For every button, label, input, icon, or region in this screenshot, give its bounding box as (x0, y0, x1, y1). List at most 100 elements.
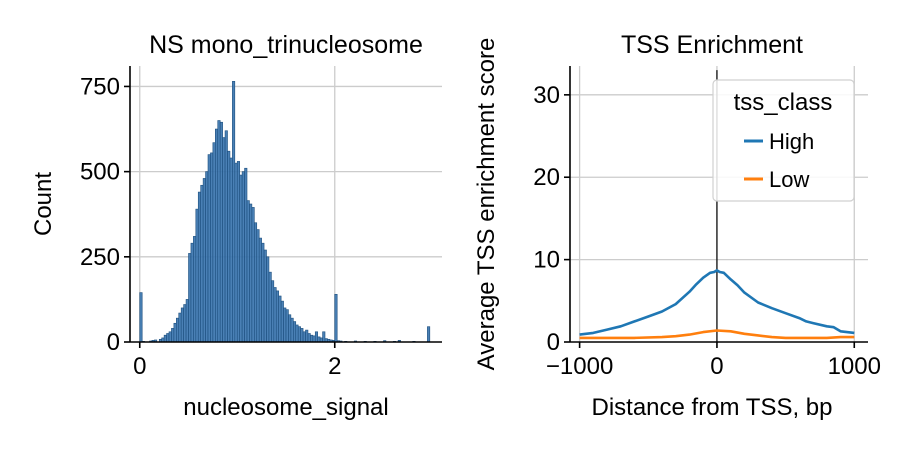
histogram-bar-41 (246, 200, 250, 343)
histogram-bar-17 (188, 253, 192, 343)
histogram-bar-24 (205, 171, 209, 343)
histogram-bar-65 (305, 329, 309, 343)
histogram-bar-19 (193, 236, 197, 343)
histogram-bar-69 (314, 331, 318, 343)
histogram-bar-35 (232, 81, 236, 343)
histogram-bar-18 (190, 242, 194, 343)
histogram-title: NS mono_trinucleosome (149, 31, 423, 59)
histogram-bar-77 (334, 293, 338, 343)
histogram-bar-7 (163, 334, 167, 343)
histogram-bar-40 (244, 167, 248, 343)
tss-line-low (579, 329, 855, 340)
histogram-bar-50 (268, 271, 272, 343)
histogram-bar-36 (234, 162, 238, 343)
tss-ytick-label-2: 20 (533, 164, 560, 191)
histogram-bar-44 (254, 222, 258, 343)
histogram-bar-13 (178, 312, 182, 343)
histogram-ytick-label-3: 750 (80, 73, 120, 100)
histogram-bar-59 (290, 317, 294, 343)
histogram-bar-51 (271, 280, 275, 343)
histogram-bar-38 (239, 174, 243, 343)
tss-ylabel: Average TSS enrichment score (473, 38, 500, 371)
legend-label-high: High (769, 129, 814, 154)
histogram-bar-54 (278, 295, 282, 343)
histogram-bar-26 (210, 152, 214, 343)
histogram-bar-66 (307, 333, 311, 343)
histogram-bar-60 (293, 321, 297, 343)
histogram-bar-47 (261, 242, 265, 343)
histogram-bar-57 (285, 309, 289, 343)
histogram-xtick-label-1: 2 (328, 353, 341, 380)
histogram-bar-33 (227, 150, 231, 343)
histogram-bar-10 (171, 328, 175, 343)
histogram-ticks: 0 250 500 750 0 2 (80, 73, 341, 380)
histogram-bar-53 (275, 290, 279, 343)
histogram-bar-27 (212, 142, 216, 343)
histogram-bar-22 (200, 184, 204, 343)
histogram-bar-55 (280, 300, 284, 343)
tss-xtick-label-2: 1000 (828, 353, 881, 380)
histogram-xlabel: nucleosome_signal (183, 394, 388, 421)
histogram-bar-15 (183, 304, 187, 343)
tss-ytick-label-3: 30 (533, 82, 560, 109)
histogram-bar-37 (236, 161, 240, 343)
legend-label-low: Low (769, 167, 809, 192)
histogram-bar-43 (251, 207, 255, 343)
histogram-bar-67 (310, 334, 314, 343)
histogram-bar-49 (266, 256, 270, 343)
histogram-bar-30 (219, 121, 223, 343)
histogram-bar-9 (168, 331, 172, 343)
histogram-bar-72 (322, 331, 326, 343)
tss-line-high (579, 268, 855, 336)
histogram-bar-39 (241, 171, 245, 343)
histogram-bar-52 (273, 287, 277, 343)
histogram-bar-20 (195, 208, 199, 343)
histogram-bar-45 (256, 229, 260, 343)
histogram-bar-8 (166, 333, 170, 343)
histogram-panel: NS mono_trinucleosome 0 250 500 750 0 2 nucle… (30, 31, 442, 421)
histogram-bar-28 (215, 128, 219, 343)
legend-frame (712, 79, 855, 202)
histogram-bar-58 (288, 314, 292, 343)
histogram-bar-88 (427, 326, 431, 343)
histogram-bar-11 (173, 322, 177, 343)
histogram-bar-62 (297, 326, 301, 343)
tss-ytick-label-0: 0 (547, 329, 560, 356)
histogram-bar-63 (300, 328, 304, 343)
histogram-ytick-label-0: 0 (107, 329, 120, 356)
histogram-bar-34 (229, 157, 233, 343)
histogram-ylabel: Count (30, 172, 57, 236)
histogram-bars (139, 81, 431, 343)
histogram-bar-23 (202, 178, 206, 343)
histogram-bar-16 (185, 299, 189, 343)
histogram-xtick-label-0: 0 (133, 353, 146, 380)
histogram-bar-12 (176, 317, 180, 343)
histogram-grid (130, 66, 442, 342)
tss-series-lines (579, 268, 855, 340)
histogram-ytick-label-2: 500 (80, 159, 120, 186)
histogram-bar-31 (222, 137, 226, 343)
tss-xlabel: Distance from TSS, bp (592, 394, 833, 421)
tss-ytick-label-1: 10 (533, 247, 560, 274)
tss-xtick-label-1: 0 (710, 353, 723, 380)
histogram-bar-48 (263, 249, 267, 343)
histogram-bar-29 (217, 120, 221, 343)
histogram-ytick-label-1: 250 (80, 244, 120, 271)
histogram-bar-64 (302, 331, 306, 343)
histogram-bar-61 (295, 324, 299, 343)
histogram-bar-68 (312, 335, 316, 343)
histogram-bar-42 (249, 203, 253, 343)
histogram-bar-46 (258, 237, 262, 343)
histogram-bar-0 (139, 292, 143, 343)
legend-title: tss_class (734, 89, 833, 116)
tss-legend: tss_class High Low (712, 79, 855, 202)
histogram-bar-32 (224, 130, 228, 343)
tss-xtick-label-0: −1000 (546, 353, 613, 380)
histogram-bar-14 (180, 307, 184, 343)
histogram-bar-21 (197, 191, 201, 343)
histogram-bar-25 (207, 154, 211, 343)
